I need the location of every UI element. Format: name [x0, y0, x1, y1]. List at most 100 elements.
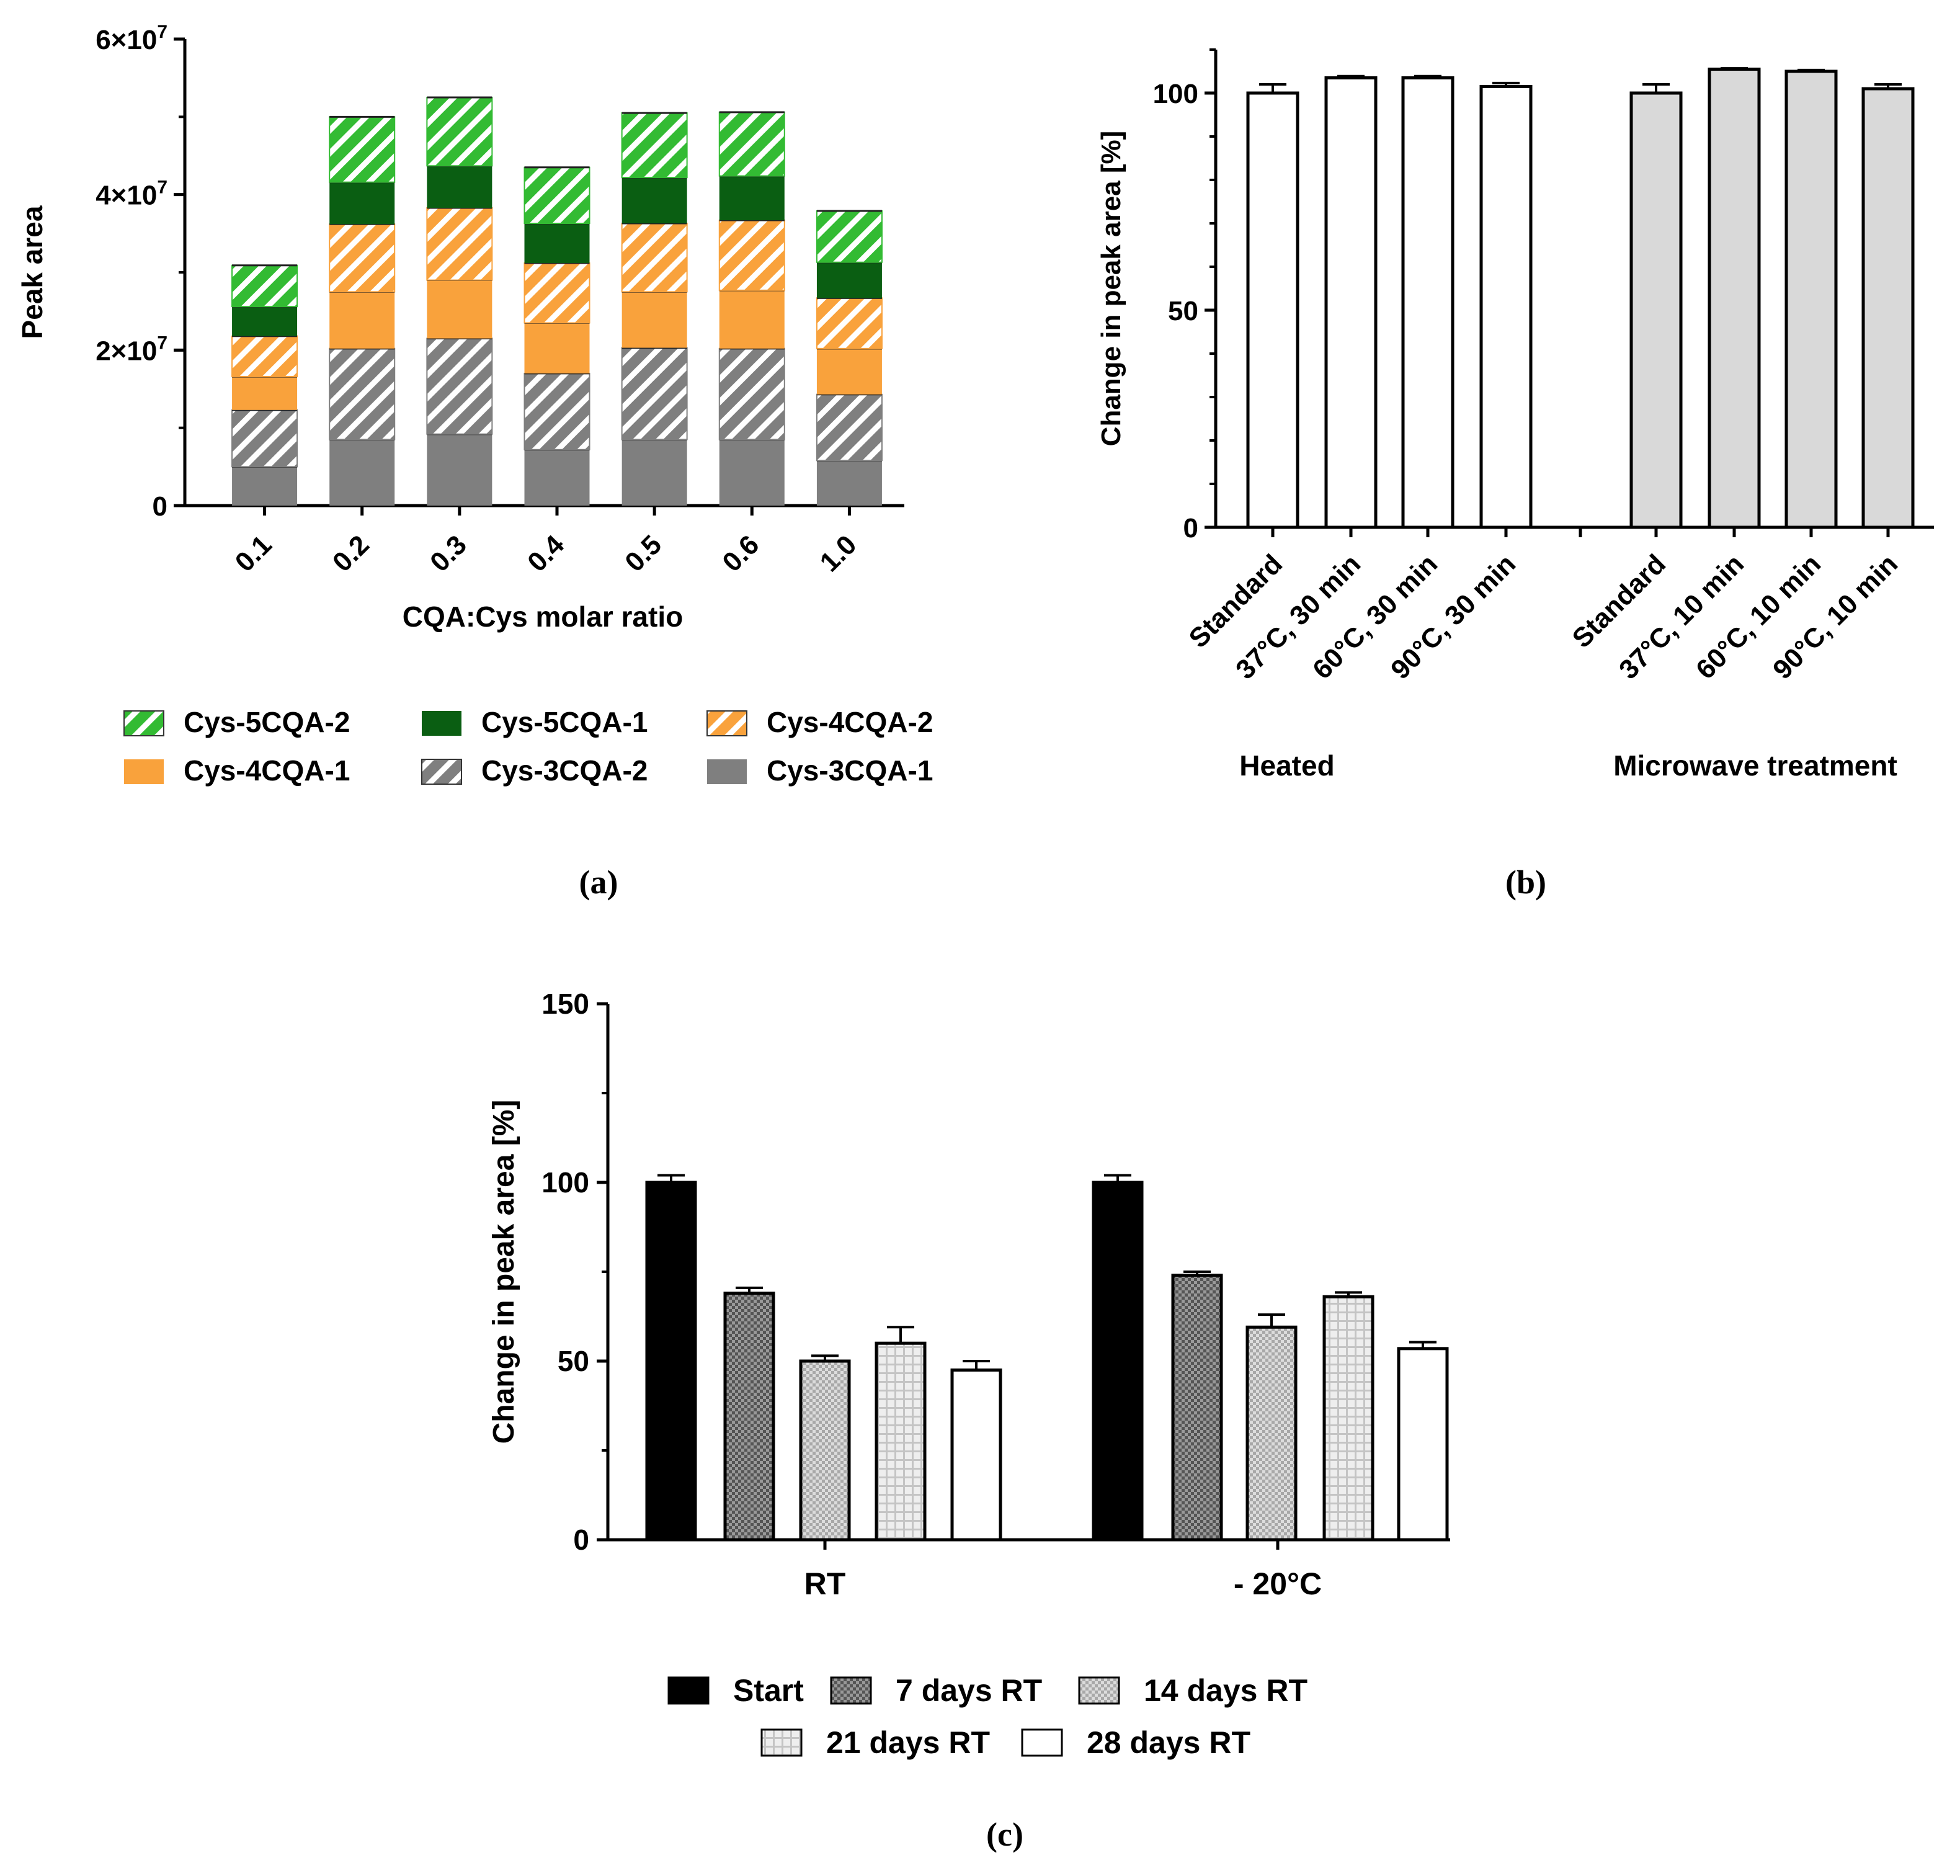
- a-bar-segment: [329, 439, 395, 506]
- a-y-tick-label: 4×107: [96, 177, 167, 211]
- b-group-label: Heated: [1239, 749, 1334, 782]
- a-bar-segment: [232, 467, 298, 506]
- a-legend-label: Cys-5CQA-2: [184, 706, 350, 738]
- a-legend-label: Cys-4CQA-2: [767, 706, 933, 738]
- c-legend-swatch: [760, 1728, 803, 1757]
- c-x-tick-label: RT: [804, 1566, 846, 1601]
- c-y-axis-title: Change in peak area [%]: [488, 1100, 520, 1444]
- panel-label-a: (a): [579, 864, 618, 901]
- a-bar-segment: [719, 290, 785, 349]
- a-y-tick-label: 0: [153, 491, 167, 522]
- c-bar: [1171, 1274, 1223, 1542]
- a-bar-segment: [329, 182, 395, 225]
- a-bar-segment: [719, 176, 785, 221]
- a-bar-segment: [231, 409, 298, 468]
- a-bar-segment: [621, 112, 688, 179]
- a-bar-segment: [524, 449, 590, 506]
- a-legend-swatch: [421, 759, 462, 785]
- b-y-tick-label: 0: [1183, 513, 1198, 543]
- b-bar: [1629, 91, 1683, 529]
- c-y-tick-label: 0: [573, 1524, 589, 1556]
- a-bar-segment: [426, 337, 493, 435]
- c-legend-label: 28 days RT: [1087, 1725, 1250, 1760]
- a-bar-segment: [718, 347, 785, 440]
- c-legend-swatch: [667, 1676, 710, 1705]
- c-bar: [799, 1359, 851, 1542]
- a-bar-segment: [427, 280, 492, 339]
- a-x-tick-label: 0.2: [327, 529, 375, 578]
- a-bar-segment: [621, 223, 688, 293]
- b-y-axis-title: Change in peak area [%]: [1096, 131, 1126, 447]
- a-bar-segment: [816, 210, 883, 263]
- c-legend-label: 7 days RT: [896, 1673, 1042, 1708]
- c-legend-label: 14 days RT: [1144, 1673, 1307, 1708]
- a-bar-segment: [231, 335, 298, 377]
- a-bar-segment: [621, 347, 688, 440]
- c-legend-label: 21 days RT: [826, 1725, 990, 1760]
- b-bar: [1784, 69, 1838, 529]
- b-bar: [1861, 87, 1915, 529]
- c-bar: [1092, 1181, 1144, 1542]
- b-bar: [1246, 91, 1299, 529]
- a-bar-segment: [816, 297, 883, 349]
- c-legend-swatch: [1078, 1676, 1120, 1705]
- panel-label-b: (b): [1505, 864, 1546, 901]
- a-bar-segment: [426, 207, 493, 281]
- c-bar: [645, 1181, 697, 1542]
- a-bar-segment: [816, 262, 882, 298]
- a-legend-swatch: [422, 711, 461, 736]
- a-bar-segment: [427, 434, 492, 506]
- a-x-tick-label: 0.4: [522, 529, 570, 578]
- a-legend-swatch: [124, 759, 164, 784]
- c-bar: [723, 1292, 775, 1542]
- a-bar-segment: [329, 292, 395, 349]
- chart-c-storage: 0 50 100 150 Change in peak area [%] RT - 20°C…: [488, 988, 1450, 1760]
- a-bar-segment: [719, 439, 785, 506]
- a-bar-segment: [329, 223, 396, 293]
- a-legend-swatch: [707, 759, 747, 784]
- a-bar-segment: [426, 97, 493, 167]
- a-legend-label: Cys-3CQA-2: [481, 754, 648, 787]
- a-bar-segment: [524, 223, 590, 263]
- c-legend-swatch: [1021, 1728, 1063, 1757]
- c-bar: [950, 1368, 1002, 1542]
- c-bar: [875, 1341, 927, 1542]
- a-bar-segment: [523, 262, 590, 324]
- c-bar: [1322, 1295, 1374, 1542]
- a-bar-segment: [718, 111, 785, 177]
- c-bar: [1397, 1347, 1449, 1542]
- a-x-tick-label: 0.1: [229, 529, 278, 578]
- a-bar-segment: [524, 323, 590, 373]
- a-legend-swatch: [123, 710, 164, 736]
- a-y-axis-title: Peak area: [16, 205, 48, 339]
- a-bar-segment: [718, 220, 785, 291]
- a-bar-segment: [621, 439, 687, 506]
- a-bar-segment: [816, 348, 882, 395]
- b-y-tick-label: 100: [1153, 79, 1198, 109]
- c-legend-label: Start: [733, 1673, 804, 1708]
- a-x-axis-title: CQA:Cys molar ratio: [403, 601, 683, 633]
- a-bar-segment: [621, 177, 687, 224]
- a-bar-segment: [523, 166, 590, 225]
- a-x-tick-label: 0.6: [716, 529, 765, 578]
- a-bar-segment: [816, 460, 882, 506]
- a-bar-segment: [231, 264, 298, 308]
- c-y-tick-label: 50: [558, 1345, 589, 1377]
- a-bar-segment: [523, 372, 590, 450]
- a-legend-label: Cys-4CQA-1: [184, 754, 350, 787]
- a-bar-segment: [427, 166, 492, 208]
- a-y-tick-label: 6×107: [96, 22, 167, 55]
- a-x-tick-label: 0.5: [619, 529, 667, 578]
- a-bar-segment: [232, 376, 298, 410]
- b-bar: [1401, 76, 1454, 529]
- a-x-tick-label: 1.0: [814, 529, 863, 578]
- c-x-tick-label: - 20°C: [1234, 1566, 1322, 1601]
- a-legend-swatch: [706, 710, 747, 736]
- a-bar-segment: [232, 306, 298, 336]
- a-y-tick-label: 2×107: [96, 333, 167, 366]
- a-bar-segment: [621, 292, 687, 348]
- b-bar: [1708, 68, 1761, 529]
- a-bar-segment: [816, 393, 883, 462]
